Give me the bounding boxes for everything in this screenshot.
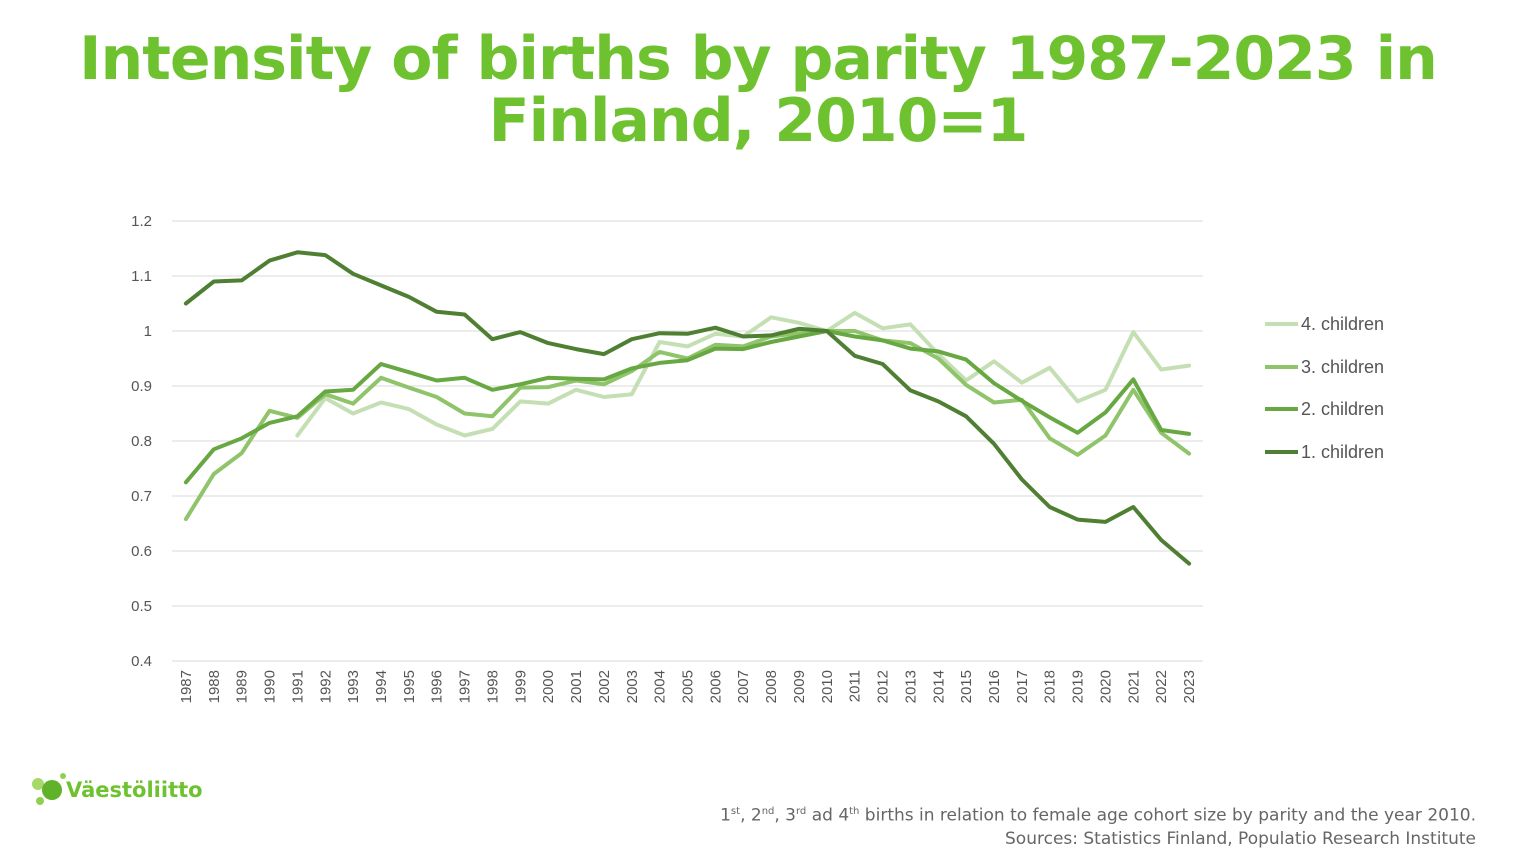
x-tick-label: 1998 [484, 670, 501, 703]
x-tick-label: 1990 [262, 670, 279, 703]
x-tick-label: 2018 [1042, 670, 1059, 703]
x-tick-label: 2019 [1070, 670, 1087, 703]
series-lines [183, 250, 1192, 566]
x-tick-label: 2013 [902, 670, 919, 703]
x-tick-label: 1989 [234, 670, 251, 703]
y-tick-label: 0.6 [131, 543, 152, 560]
y-axis-ticks: 0.4 0.5 0.6 0.7 0.8 0.9 1 1.1 1.2 [131, 213, 152, 670]
x-tick-label: 2014 [930, 670, 947, 703]
x-tick-label: 1999 [512, 670, 529, 703]
x-tick-label: 2002 [596, 670, 613, 703]
grid-lines [172, 220, 1203, 662]
y-tick-label: 0.7 [131, 488, 152, 505]
y-tick-label: 1.1 [131, 268, 152, 285]
logo-text: Väestöliitto [66, 778, 203, 802]
x-tick-label: 2003 [624, 670, 641, 703]
x-tick-label: 1988 [206, 670, 223, 703]
footnote: 1st, 2nd, 3rd ad 4th births in relation … [720, 800, 1476, 851]
vaestoliitto-logo: Väestöliitto [30, 772, 210, 812]
x-tick-label: 2016 [986, 670, 1003, 703]
y-tick-label: 0.5 [131, 598, 152, 615]
legend-label: 3. children [1301, 357, 1384, 377]
x-tick-label: 2012 [875, 670, 892, 703]
x-tick-label: 2021 [1125, 670, 1142, 703]
y-tick-label: 1 [144, 323, 152, 340]
x-tick-label: 2015 [958, 670, 975, 703]
legend-label: 4. children [1301, 314, 1384, 334]
x-tick-label: 2010 [819, 670, 836, 703]
x-tick-label: 2001 [568, 670, 585, 703]
x-tick-label: 2009 [791, 670, 808, 703]
legend-label: 1. children [1301, 442, 1384, 462]
footnote-sources: Sources: Statistics Finland, Populatio R… [1005, 828, 1476, 849]
x-tick-label: 2004 [652, 670, 669, 703]
y-tick-label: 0.9 [131, 378, 152, 395]
series-line-3 [183, 329, 1192, 485]
x-tick-label: 2006 [707, 670, 724, 703]
x-tick-label: 2023 [1181, 670, 1198, 703]
legend-label: 2. children [1301, 399, 1384, 419]
x-tick-label: 1991 [289, 670, 306, 703]
series-line-4 [183, 250, 1192, 566]
x-tick-label: 2000 [540, 670, 557, 703]
bubbles-logo-icon [32, 773, 66, 805]
y-tick-label: 0.4 [131, 653, 152, 670]
x-tick-label: 1994 [373, 670, 390, 703]
x-tick-label: 2008 [763, 670, 780, 703]
y-tick-label: 0.8 [131, 433, 152, 450]
footnote-note: 1st, 2nd, 3rd ad 4th births in relation … [720, 805, 1476, 826]
x-tick-label: 1997 [457, 670, 474, 703]
x-tick-label: 1987 [178, 670, 195, 703]
x-tick-label: 2011 [847, 670, 864, 702]
x-tick-label: 2020 [1097, 670, 1114, 703]
legend: 4. children 3. children 2. children 1. chil… [1265, 314, 1384, 462]
x-tick-label: 1995 [401, 670, 418, 703]
x-tick-label: 2017 [1014, 670, 1031, 703]
x-tick-label: 2007 [735, 670, 752, 703]
x-axis-ticks: 1987 1988 1989 1990 1991 1992 1993 1994 1995 1996… [178, 670, 1198, 703]
x-tick-label: 2022 [1153, 670, 1170, 703]
x-tick-label: 1993 [345, 670, 362, 703]
x-tick-label: 1996 [429, 670, 446, 703]
x-tick-label: 2005 [680, 670, 697, 703]
y-tick-label: 1.2 [131, 213, 152, 230]
x-tick-label: 1992 [317, 670, 334, 703]
page-title: Intensity of births by parity 1987-2023 … [79, 24, 1438, 156]
